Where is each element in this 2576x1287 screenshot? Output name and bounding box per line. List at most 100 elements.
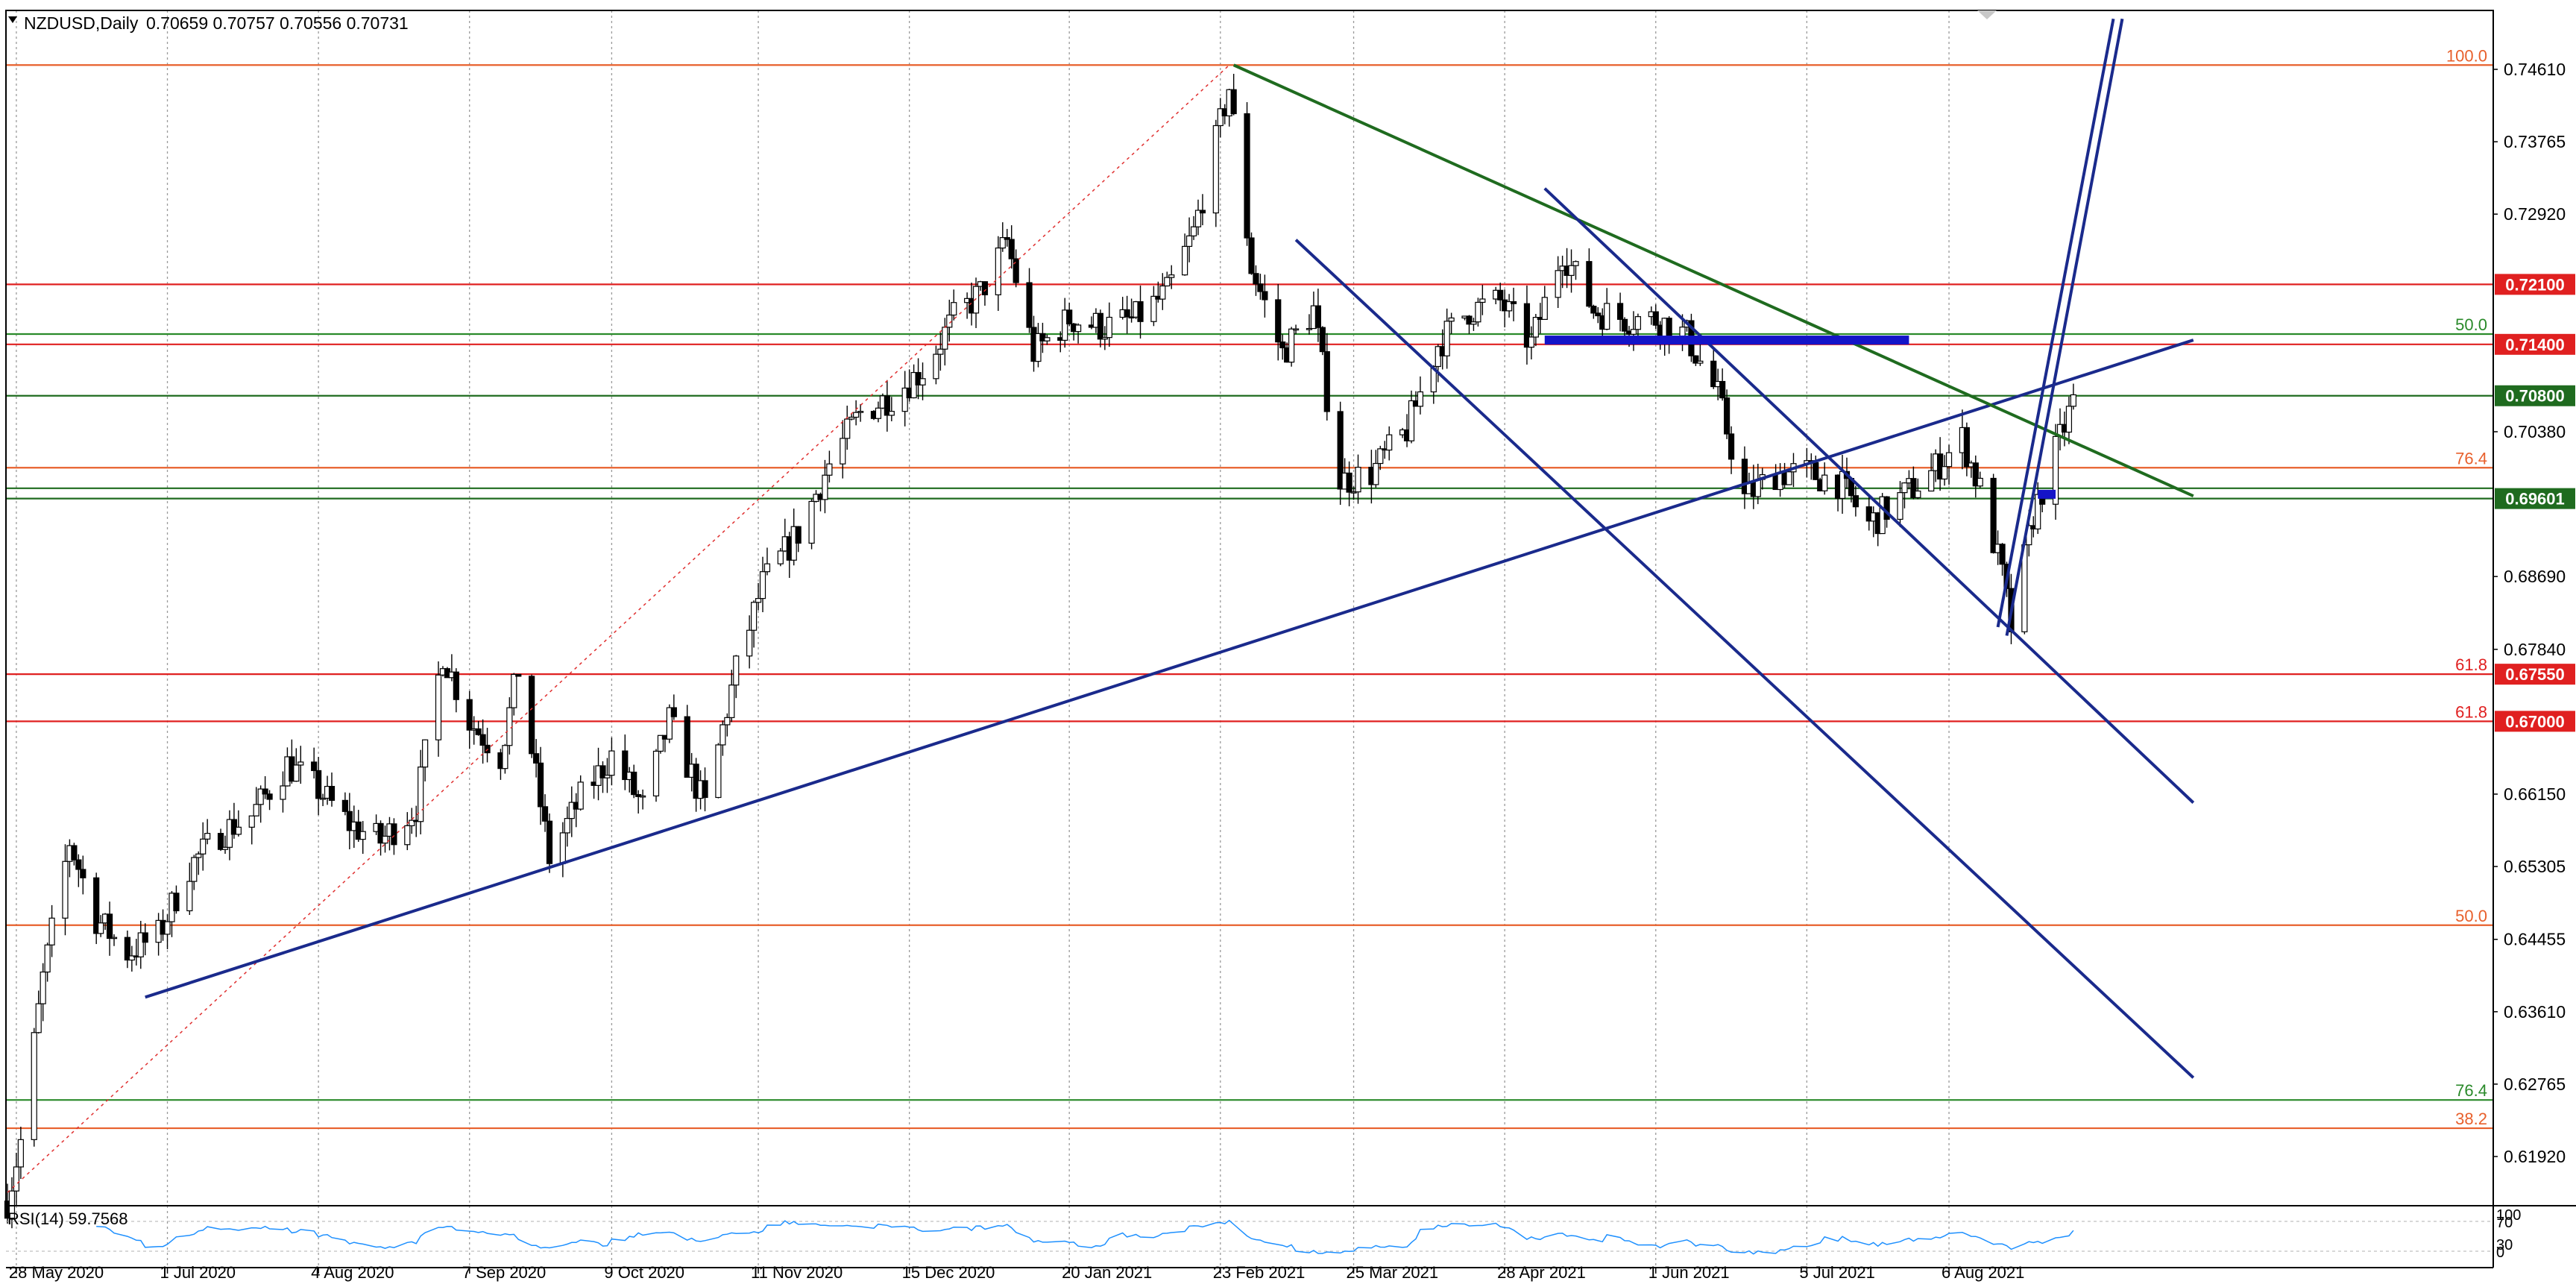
- candle-body: [1928, 470, 1935, 492]
- candle-body: [1813, 462, 1819, 480]
- candle-body: [1523, 303, 1531, 348]
- time-tick-label: 28 May 2020: [9, 1263, 104, 1282]
- candle-body: [1137, 300, 1144, 322]
- candle-body: [755, 598, 762, 603]
- candle-body: [1164, 277, 1171, 287]
- trendline[interactable]: [145, 339, 2194, 999]
- candle-body: [942, 327, 948, 350]
- candle-body: [733, 655, 740, 686]
- candle-body: [857, 411, 864, 413]
- candle-body: [475, 728, 482, 735]
- trendlines[interactable]: [7, 18, 2195, 1193]
- time-tick-label: 4 Aug 2020: [311, 1263, 394, 1282]
- price-tag: [2495, 333, 2575, 355]
- candle-body: [1945, 452, 1953, 468]
- candle-body: [17, 1139, 24, 1168]
- candle-body: [1066, 309, 1073, 324]
- candle-body: [1279, 342, 1286, 349]
- zone-bar[interactable]: [2038, 489, 2056, 499]
- candle-body: [1568, 265, 1575, 276]
- trendline[interactable]: [1232, 63, 2194, 497]
- price-tag: [2495, 385, 2575, 406]
- price-tag-label: 0.67550: [2505, 665, 2565, 684]
- trendline[interactable]: [1294, 239, 2195, 1079]
- candle-body: [1972, 462, 1979, 487]
- price-tag-label: 0.72100: [2505, 275, 2565, 294]
- rsi-panel[interactable]: RSI(14) 59.7568 100 70 30 0: [6, 1207, 2521, 1261]
- candle-body: [142, 932, 148, 943]
- fib-level-label: 61.8: [2455, 702, 2487, 721]
- candle-body: [262, 788, 268, 795]
- candle-body: [1292, 328, 1300, 331]
- candle-body: [981, 281, 989, 295]
- chart-shift-marker-icon[interactable]: [1977, 10, 1997, 19]
- candle-body: [1999, 544, 2006, 565]
- candle-body: [684, 716, 690, 778]
- candle-body: [1323, 350, 1330, 412]
- time-tick-label: 28 Apr 2021: [1497, 1263, 1586, 1282]
- candle-body: [1741, 459, 1748, 494]
- candle-body: [537, 762, 544, 808]
- fib-diagonal[interactable]: [7, 64, 1230, 1193]
- candle-body: [1443, 321, 1450, 356]
- price-tick-label: 0.66150: [2504, 784, 2566, 804]
- rsi-line: [96, 1219, 2074, 1255]
- candle-body: [346, 811, 353, 831]
- trendline[interactable]: [1543, 187, 2195, 804]
- candle-body: [93, 877, 100, 934]
- price-tag-label: 0.71400: [2505, 336, 2565, 354]
- candle-body: [1350, 491, 1357, 494]
- trendline[interactable]: [2005, 18, 2124, 636]
- candle-body: [1728, 433, 1735, 460]
- candle-body: [200, 838, 207, 855]
- candle-body: [599, 765, 606, 778]
- horizontal-levels[interactable]: 100.0 50.0 76.4 61.8 61.8 50.0 76.4 38.2: [6, 46, 2493, 1130]
- candle-body: [840, 438, 846, 465]
- zone-bar[interactable]: [1544, 336, 1909, 345]
- candle-body: [750, 602, 758, 631]
- zones[interactable]: [1544, 336, 2056, 499]
- price-tag-label: 0.67000: [2505, 712, 2565, 731]
- candle-body: [359, 831, 366, 840]
- fib-level-label: 50.0: [2455, 907, 2487, 925]
- candle-body: [2070, 394, 2076, 407]
- candle-body: [124, 937, 130, 961]
- candle-body: [435, 674, 442, 740]
- candle-body: [479, 734, 486, 746]
- candle-body: [1097, 312, 1103, 340]
- candle-body: [1355, 467, 1361, 493]
- candle-body: [1124, 309, 1130, 318]
- candle-body: [191, 857, 198, 882]
- price-axis[interactable]: 0.72100 0.71400 0.70800 0.69601 0.67550 0.670…: [2493, 60, 2575, 1166]
- price-tick-label: 0.72920: [2504, 204, 2566, 224]
- candle-body: [1026, 282, 1033, 328]
- candle-body: [652, 750, 660, 797]
- candle-body: [564, 818, 570, 834]
- candle-body: [1532, 317, 1539, 338]
- candle-body: [568, 802, 575, 819]
- candle-body: [248, 815, 255, 828]
- candle-body: [40, 971, 46, 1004]
- fib-level-label: 38.2: [2455, 1110, 2487, 1128]
- candle-body: [951, 302, 957, 316]
- time-axis[interactable]: 28 May 2020 1 Jul 2020 4 Aug 2020 7 Sep 202…: [9, 1263, 2024, 1282]
- candle-body: [35, 1003, 42, 1033]
- candle-body: [795, 526, 802, 544]
- fib-level-label: 61.8: [2455, 655, 2487, 674]
- candle-body: [62, 860, 69, 919]
- candle-body: [670, 707, 677, 717]
- trendline[interactable]: [1996, 18, 2115, 628]
- candle-body: [1572, 261, 1579, 266]
- candle-body: [640, 795, 646, 798]
- candle-body: [1528, 336, 1535, 348]
- price-tag-label: 0.70800: [2505, 387, 2565, 406]
- candle-body: [1346, 472, 1352, 493]
- candle-body: [1417, 391, 1424, 407]
- triangle-down-icon[interactable]: [8, 16, 17, 23]
- candle-body: [604, 775, 611, 778]
- candle-body: [1101, 337, 1108, 340]
- candle-body: [1257, 283, 1264, 292]
